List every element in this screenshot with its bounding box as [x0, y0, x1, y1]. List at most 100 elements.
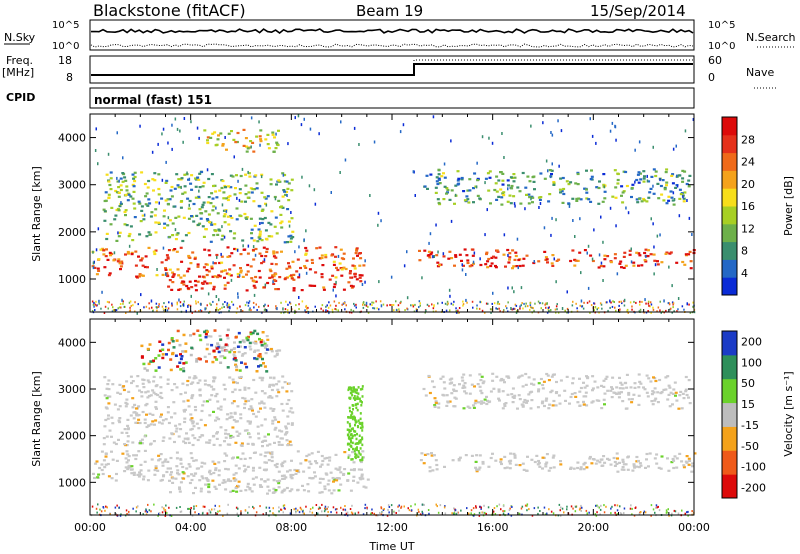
velocity-cell: [339, 483, 343, 486]
power-cell: [276, 143, 280, 147]
power-cell: [686, 199, 688, 202]
velocity-cell: [361, 395, 364, 398]
velocity-cell: [687, 510, 689, 513]
velocity-cell: [252, 412, 256, 416]
velocity-cell: [422, 462, 426, 465]
power-cell: [667, 195, 671, 198]
power-cell: [513, 290, 515, 294]
velocity-cell: [191, 434, 195, 437]
velocity-cell: [187, 507, 189, 510]
velocity-cell: [666, 457, 669, 460]
velocity-cell: [602, 385, 606, 388]
power-cell: [233, 232, 237, 235]
power-cell: [518, 264, 522, 268]
velocity-cell: [428, 512, 430, 515]
power-cell: [603, 190, 607, 193]
velocity-cell: [198, 334, 202, 337]
power-cell: [206, 136, 210, 139]
velocity-cell: [616, 513, 618, 516]
velocity-cell: [135, 412, 139, 415]
power-cell: [258, 233, 262, 236]
velocity-cell: [147, 381, 151, 384]
power-cell: [404, 309, 406, 312]
power-cell: [675, 261, 679, 264]
velocity-cell: [131, 380, 135, 383]
power-cell: [191, 311, 193, 314]
velocity-cell: [598, 461, 602, 464]
velocity-cell: [582, 381, 585, 384]
velocity-cell: [352, 461, 356, 464]
velocity-cell: [631, 507, 633, 510]
velocity-cell: [352, 479, 355, 482]
power-cell: [460, 259, 463, 262]
power-cell: [244, 304, 247, 307]
power-cell: [550, 262, 554, 265]
velocity-cell: [243, 470, 247, 473]
power-cell: [190, 174, 194, 177]
power-cell: [97, 227, 100, 231]
velocity-cell: [209, 510, 211, 513]
velocity-cell: [222, 479, 226, 482]
power-cell: [645, 302, 647, 305]
velocity-cell: [335, 511, 338, 514]
power-cell: [220, 252, 222, 256]
power-cell: [437, 178, 441, 181]
velocity-cell: [615, 462, 619, 465]
power-cell: [442, 255, 446, 258]
power-cell: [205, 273, 209, 277]
velocity-cell: [203, 355, 207, 358]
power-cell: [183, 300, 185, 303]
velocity-cell: [671, 512, 673, 515]
power-cell: [463, 248, 467, 251]
velocity-cell: [651, 403, 655, 406]
velocity-cell: [105, 505, 107, 508]
power-cell: [287, 142, 289, 146]
velocity-cell: [284, 507, 286, 510]
velocity-cell: [271, 422, 275, 425]
velocity-cell: [470, 383, 474, 386]
power-cell: [207, 213, 211, 216]
velocity-cell: [654, 511, 656, 514]
velocity-cell: [533, 460, 537, 464]
velocity-cell: [470, 454, 474, 457]
power-cell: [209, 282, 212, 285]
velocity-cell: [266, 485, 270, 488]
power-cell: [171, 302, 173, 305]
velocity-cell: [326, 483, 330, 486]
cpid-mode: normal (fast) 151: [94, 93, 212, 107]
velocity-cell: [214, 345, 218, 349]
velocity-cell: [237, 467, 241, 470]
power-cell: [246, 147, 250, 150]
velocity-cell: [537, 462, 541, 465]
velocity-cell: [248, 436, 252, 439]
velocity-cell: [252, 378, 256, 382]
power-cell: [348, 272, 352, 275]
power-cell: [472, 187, 475, 190]
power-cell: [104, 191, 108, 194]
power-cell: [340, 274, 344, 277]
power-cell: [561, 176, 565, 180]
power-cell: [485, 252, 488, 256]
velocity-cell: [518, 512, 521, 515]
power-cell: [229, 174, 233, 177]
velocity-cell: [236, 456, 240, 459]
velocity-cell: [675, 466, 679, 469]
power-cell: [119, 265, 123, 268]
velocity-cell: [482, 511, 484, 514]
velocity-cell: [373, 512, 375, 515]
velocity-cell: [183, 410, 186, 413]
velocity-cell: [656, 401, 660, 404]
velocity-cell: [684, 390, 688, 393]
power-cell: [603, 254, 607, 257]
power-cell: [258, 120, 260, 124]
power-cell: [290, 211, 292, 214]
power-cell: [506, 200, 510, 203]
velocity-cell: [464, 392, 468, 395]
velocity-cell: [526, 503, 529, 506]
velocity-cell: [126, 468, 130, 471]
power-cell: [179, 206, 183, 209]
velocity-cell: [682, 466, 686, 469]
velocity-cell: [684, 375, 688, 379]
power-cell: [274, 273, 278, 276]
power-cell: [140, 274, 144, 277]
